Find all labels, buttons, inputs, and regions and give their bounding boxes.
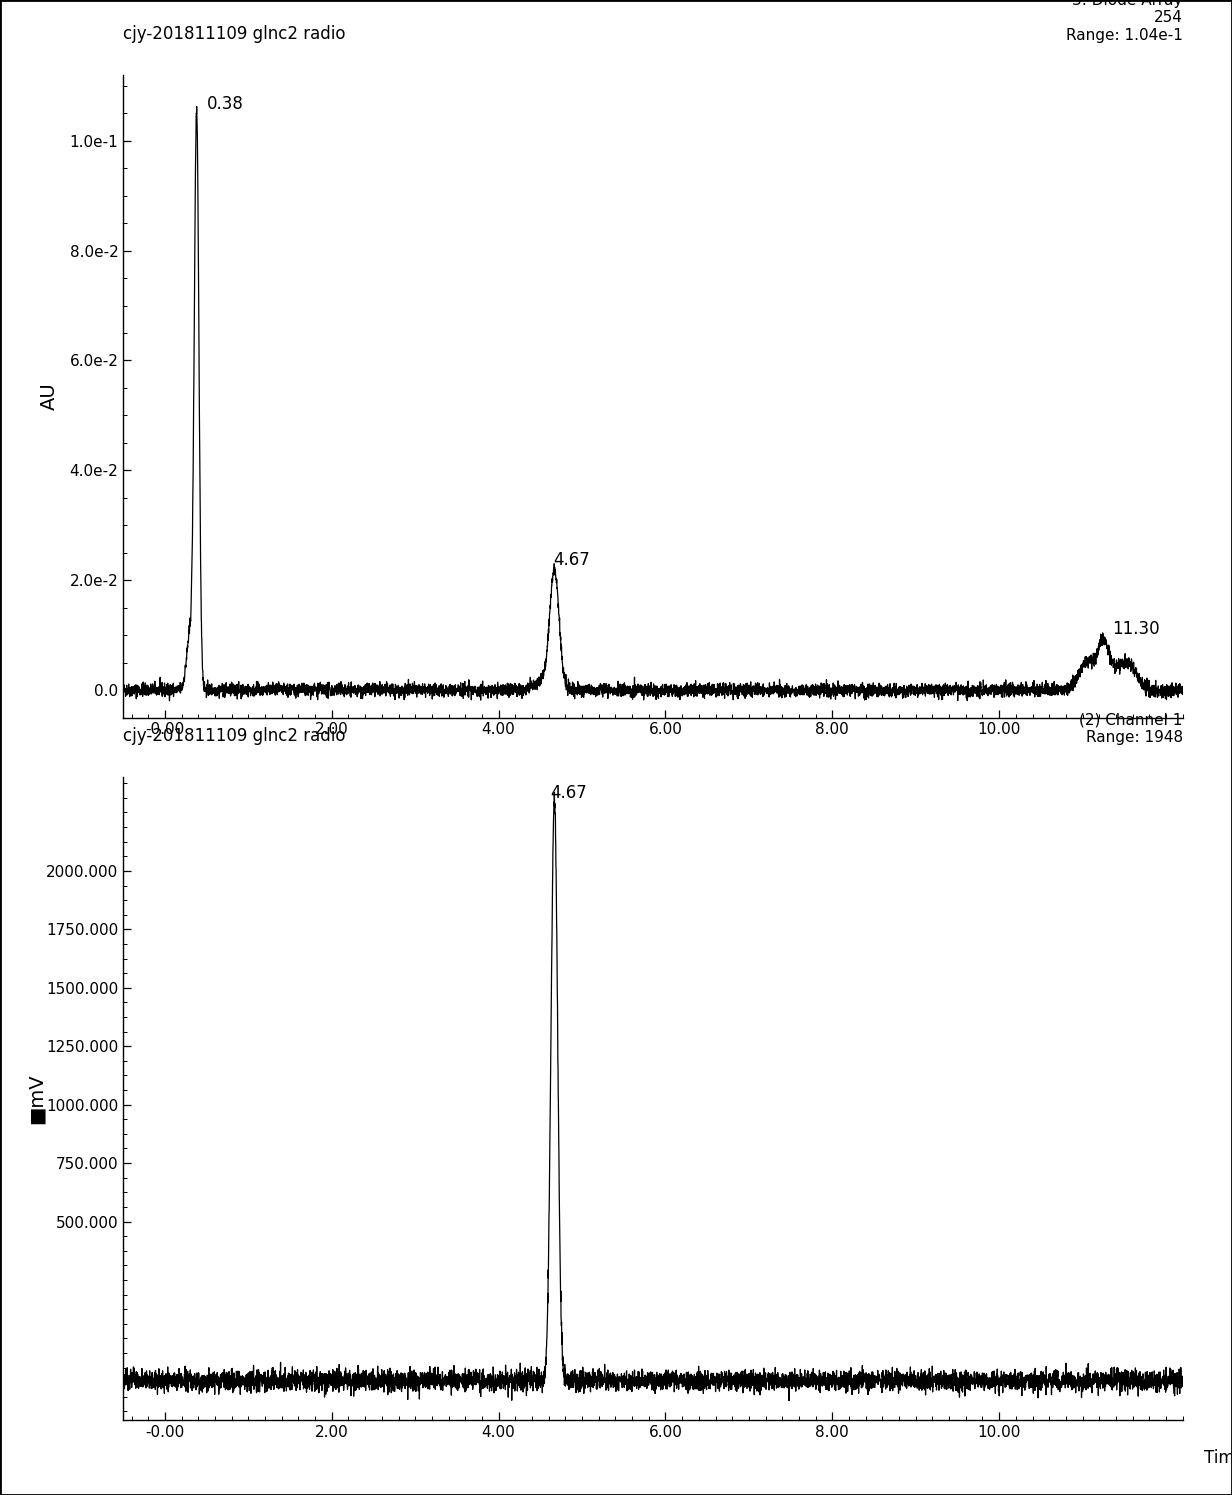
Text: 4.67: 4.67	[551, 783, 588, 801]
Text: cjy-201811109 glnc2 radio: cjy-201811109 glnc2 radio	[123, 24, 346, 43]
Text: 4.67: 4.67	[553, 552, 590, 570]
Text: cjy-201811109 glnc2 radio: cjy-201811109 glnc2 radio	[123, 727, 346, 745]
Y-axis label: AU: AU	[39, 383, 58, 410]
Text: ■mV: ■mV	[27, 1073, 46, 1124]
Text: 3: Diode Array
254
Range: 1.04e-1: 3: Diode Array 254 Range: 1.04e-1	[1066, 0, 1183, 43]
Text: 0.38: 0.38	[207, 96, 244, 114]
Text: 11.30: 11.30	[1111, 620, 1159, 638]
Text: Time: Time	[1204, 1449, 1232, 1467]
Text: (2) Channel 1
Range: 1948: (2) Channel 1 Range: 1948	[1079, 713, 1183, 745]
